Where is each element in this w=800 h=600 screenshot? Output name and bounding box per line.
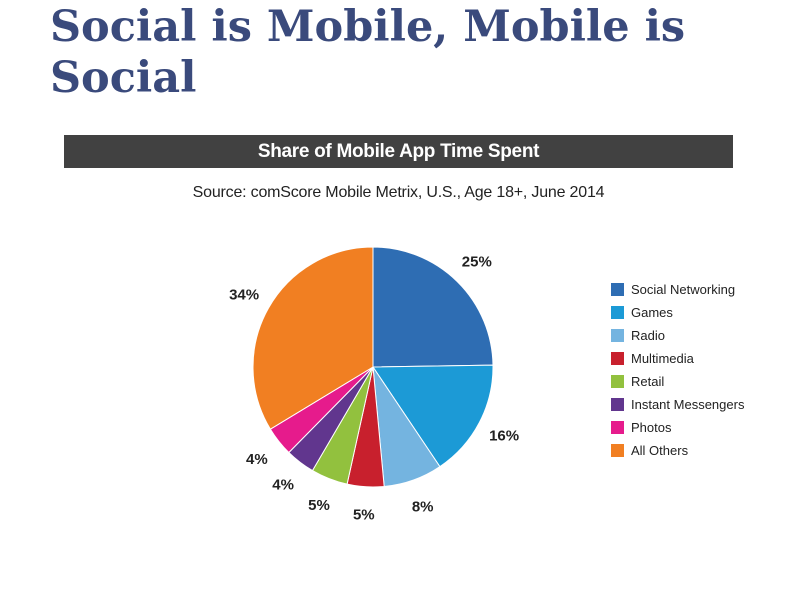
legend-label-instant-messengers: Instant Messengers — [631, 397, 745, 412]
slice-label-social-networking: 25% — [462, 254, 492, 271]
slice-label-retail: 5% — [308, 497, 330, 514]
legend-swatch-social-networking — [611, 283, 624, 296]
pie-slice-games — [372, 364, 494, 468]
legend-label-photos: Photos — [631, 420, 672, 435]
legend-label-radio: Radio — [631, 328, 665, 343]
chart-subtitle: Source: comScore Mobile Metrix, U.S., Ag… — [192, 184, 605, 201]
chart-title: Share of Mobile App Time Spent — [64, 135, 733, 168]
legend-swatch-radio — [611, 329, 624, 342]
legend-swatch-all-others — [611, 444, 624, 457]
legend-swatch-instant-messengers — [611, 398, 624, 411]
legend-label-multimedia: Multimedia — [631, 351, 695, 366]
slice-label-photos: 4% — [246, 451, 268, 468]
slice-label-all-others: 34% — [229, 286, 259, 303]
slice-label-games: 16% — [489, 428, 519, 445]
pie-slice-all-others — [252, 246, 374, 430]
legend-swatch-multimedia — [611, 352, 624, 365]
legend-label-retail: Retail — [631, 374, 664, 389]
legend-swatch-retail — [611, 375, 624, 388]
slice-label-multimedia: 5% — [353, 507, 375, 524]
legend-label-social-networking: Social Networking — [631, 282, 735, 297]
slide-title: Social is Mobile, Mobile is Social — [50, 2, 686, 103]
legend-swatch-games — [611, 306, 624, 319]
legend-label-games: Games — [631, 305, 673, 320]
legend-swatch-photos — [611, 421, 624, 434]
pie-slice-social-networking — [372, 246, 494, 368]
slice-label-radio: 8% — [412, 498, 434, 515]
slice-label-instant-messengers: 4% — [272, 477, 294, 494]
legend-label-all-others: All Others — [631, 443, 689, 458]
